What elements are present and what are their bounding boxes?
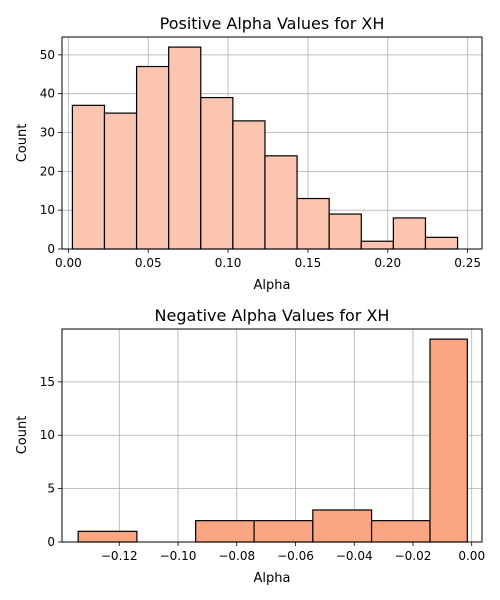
x-tick-label: −0.08: [218, 549, 255, 563]
y-tick-label: 15: [40, 375, 55, 389]
x-tick-label: 0.15: [295, 256, 322, 270]
y-tick-label: 40: [40, 87, 55, 101]
tick-marks: 0.00 0.05 0.10 0.15 0.20 0.25 0 10 20 30 40 50: [40, 48, 481, 270]
histogram-bars: [77, 338, 468, 543]
histogram-bars: [71, 46, 459, 250]
y-tick-label: 10: [40, 428, 55, 442]
x-tick-label: 0.25: [454, 256, 481, 270]
x-axis-label: Alpha: [254, 278, 291, 293]
y-tick-label: 5: [47, 482, 55, 496]
x-tick-label: −0.02: [395, 549, 432, 563]
histogram-bar: [328, 213, 362, 250]
histogram-bar: [135, 65, 170, 250]
plot-frame: [61, 36, 483, 250]
y-tick-label: 0: [47, 242, 55, 256]
histogram-bar: [168, 46, 202, 250]
chart-title: Negative Alpha Values for XH: [155, 306, 390, 325]
histogram-bar: [264, 155, 298, 250]
histogram-bar: [71, 104, 106, 250]
x-tick-label: −0.10: [160, 549, 197, 563]
histogram-bar: [424, 236, 459, 250]
x-tick-label: 0.00: [55, 256, 82, 270]
x-tick-label: 0.00: [458, 549, 485, 563]
tick-marks: −0.12 −0.10 −0.08 −0.06 −0.04 −0.02 0.00 0 5 10 15: [40, 375, 485, 563]
y-tick-label: 10: [40, 203, 55, 217]
y-axis-label: Count: [15, 124, 30, 163]
histogram-bar: [232, 120, 266, 250]
y-tick-label: 20: [40, 164, 55, 178]
histogram-bar: [77, 530, 138, 543]
histogram-bar: [103, 112, 138, 250]
histogram-bar: [200, 96, 234, 250]
histogram-bar: [253, 520, 314, 543]
negative-alpha-panel: −0.12 −0.10 −0.08 −0.06 −0.04 −0.02 0.00 0 5 10 15…: [15, 306, 485, 586]
x-tick-label: −0.12: [101, 549, 138, 563]
y-tick-label: 50: [40, 48, 55, 62]
histogram-bar: [392, 217, 427, 250]
y-axis-label: Count: [15, 416, 30, 455]
histogram-bar: [312, 509, 373, 543]
histogram-bar: [195, 520, 255, 543]
x-axis-label: Alpha: [254, 571, 291, 586]
x-tick-label: −0.04: [336, 549, 373, 563]
histogram-bar: [296, 197, 330, 250]
positive-alpha-panel: 0.00 0.05 0.10 0.15 0.20 0.25 0 10 20 30 40 50 Posi…: [15, 14, 483, 293]
histogram-bar: [360, 240, 394, 250]
x-tick-label: 0.10: [215, 256, 242, 270]
x-tick-label: 0.05: [135, 256, 162, 270]
histogram-bar: [370, 520, 431, 543]
histogram-bar: [429, 338, 468, 543]
x-tick-label: 0.20: [374, 256, 401, 270]
chart-title: Positive Alpha Values for XH: [160, 14, 385, 33]
x-tick-label: −0.06: [277, 549, 314, 563]
y-tick-label: 0: [47, 535, 55, 549]
y-tick-label: 30: [40, 126, 55, 140]
